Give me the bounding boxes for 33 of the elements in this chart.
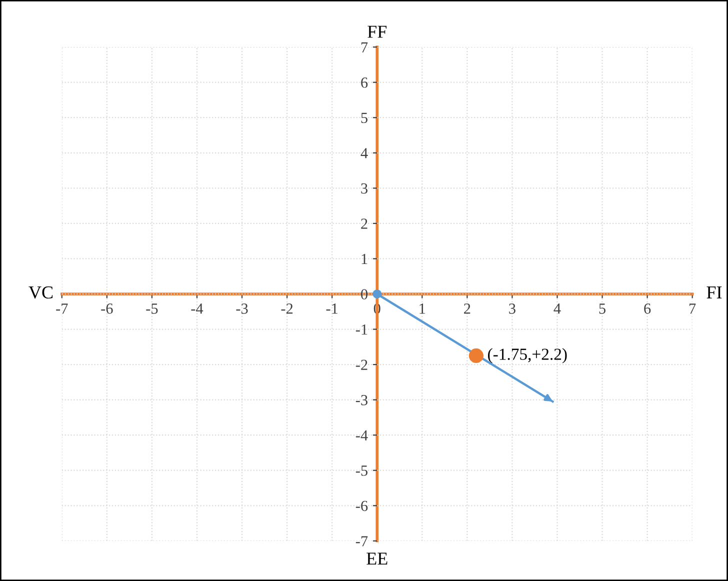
x-tick-label: 4: [554, 304, 561, 314]
x-tick-label: -5: [146, 304, 158, 314]
x-tick-label: 3: [509, 304, 516, 314]
x-tick-label: 7: [690, 304, 696, 314]
y-tick-label: -6: [356, 500, 368, 512]
y-tick-label: 3: [361, 183, 368, 194]
text: FI: [706, 286, 722, 298]
y-tick-label: -7: [356, 536, 368, 546]
y-tick-label: 1: [362, 254, 368, 264]
y-tick-label: 2: [361, 218, 368, 229]
x-tick-label: 2: [464, 304, 470, 314]
x-tick-label: -1: [326, 304, 338, 314]
y-tick-label: 5: [361, 112, 368, 124]
y-tick-label: 6: [361, 78, 368, 88]
y-tick-label: -4: [356, 430, 368, 440]
x-tick-label: -6: [101, 304, 113, 314]
text: FF: [368, 26, 386, 38]
y-tick-label: 7: [361, 42, 368, 52]
x-tick-label: 5: [599, 304, 606, 314]
x-tick-label: -7: [56, 304, 68, 314]
x-tick-label: -3: [236, 304, 248, 314]
y-tick-label: 4: [360, 148, 368, 158]
y-tick-label: -3: [356, 394, 368, 406]
x-tick-label: -2: [281, 304, 293, 314]
y-tick-label: -2: [356, 360, 368, 370]
x-tick-label: 6: [644, 304, 651, 314]
text: VC: [28, 286, 53, 299]
x-tick-label: 1: [420, 304, 426, 314]
x-tick-label: -4: [191, 304, 204, 314]
annotation: (-1.75,+2.2): [488, 348, 567, 364]
y-tick-label: -5: [356, 466, 368, 476]
text: EE: [366, 552, 388, 565]
y-tick-label: -1: [356, 324, 368, 335]
